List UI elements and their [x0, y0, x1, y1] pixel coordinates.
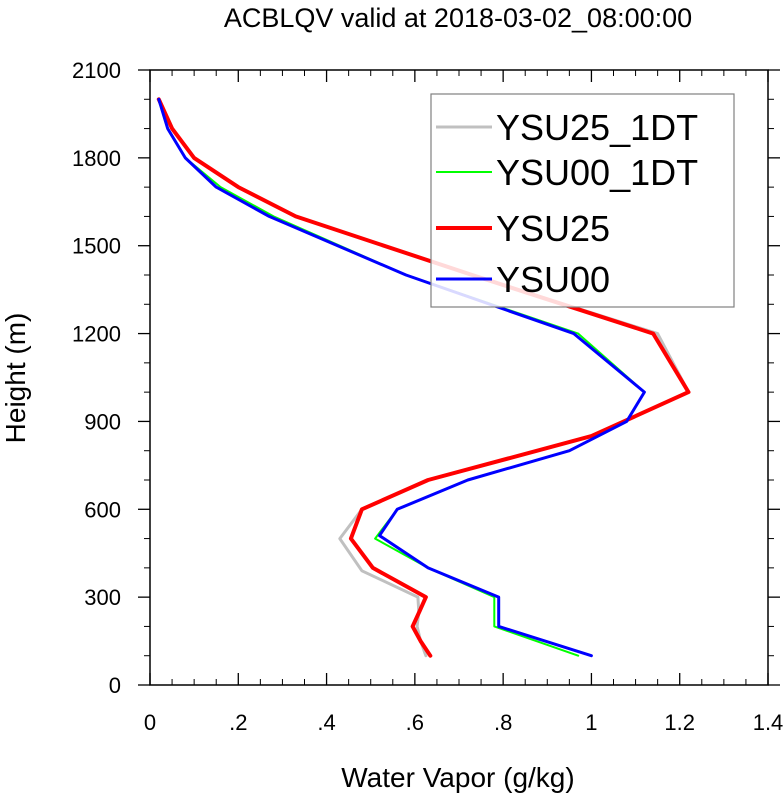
y-axis: 0 300 600 900 1200 1500 1800 2100: [72, 58, 780, 698]
y-tick-label: 600: [84, 497, 121, 522]
x-tick-label: .4: [317, 710, 335, 735]
legend-label: YSU25_1DT: [496, 107, 698, 148]
x-tick-label: 1.4: [753, 710, 784, 735]
legend-label: YSU25: [496, 208, 610, 249]
x-tick-label: 0: [144, 710, 156, 735]
y-axis-label: Height (m): [0, 313, 31, 444]
y-tick-label: 1800: [72, 146, 121, 171]
legend-label: YSU00: [496, 259, 610, 300]
series-lines: [156, 97, 691, 658]
x-axis: 0 .2 .4 .6 .8 1 1.2 1.4: [144, 70, 783, 735]
y-tick-label: 300: [84, 585, 121, 610]
legend-label: YSU00_1DT: [496, 152, 698, 193]
series-line-ysu00: [157, 97, 646, 658]
x-tick-label: .2: [229, 710, 247, 735]
y-tick-label: 0: [109, 673, 121, 698]
y-tick-label: 1500: [72, 234, 121, 259]
chart-title: ACBLQV valid at 2018-03-02_08:00:00: [224, 3, 692, 33]
x-tick-label: 1: [585, 710, 597, 735]
y-tick-label: 900: [84, 409, 121, 434]
x-axis-label: Water Vapor (g/kg): [341, 762, 574, 793]
y-tick-label: 1200: [72, 322, 121, 347]
x-tick-label: 1.2: [664, 710, 695, 735]
x-tick-label: .6: [406, 710, 424, 735]
x-tick-label: .8: [494, 710, 512, 735]
series-line-ysu25: [156, 97, 691, 658]
legend-box: [430, 93, 735, 308]
y-tick-label: 2100: [72, 58, 121, 83]
